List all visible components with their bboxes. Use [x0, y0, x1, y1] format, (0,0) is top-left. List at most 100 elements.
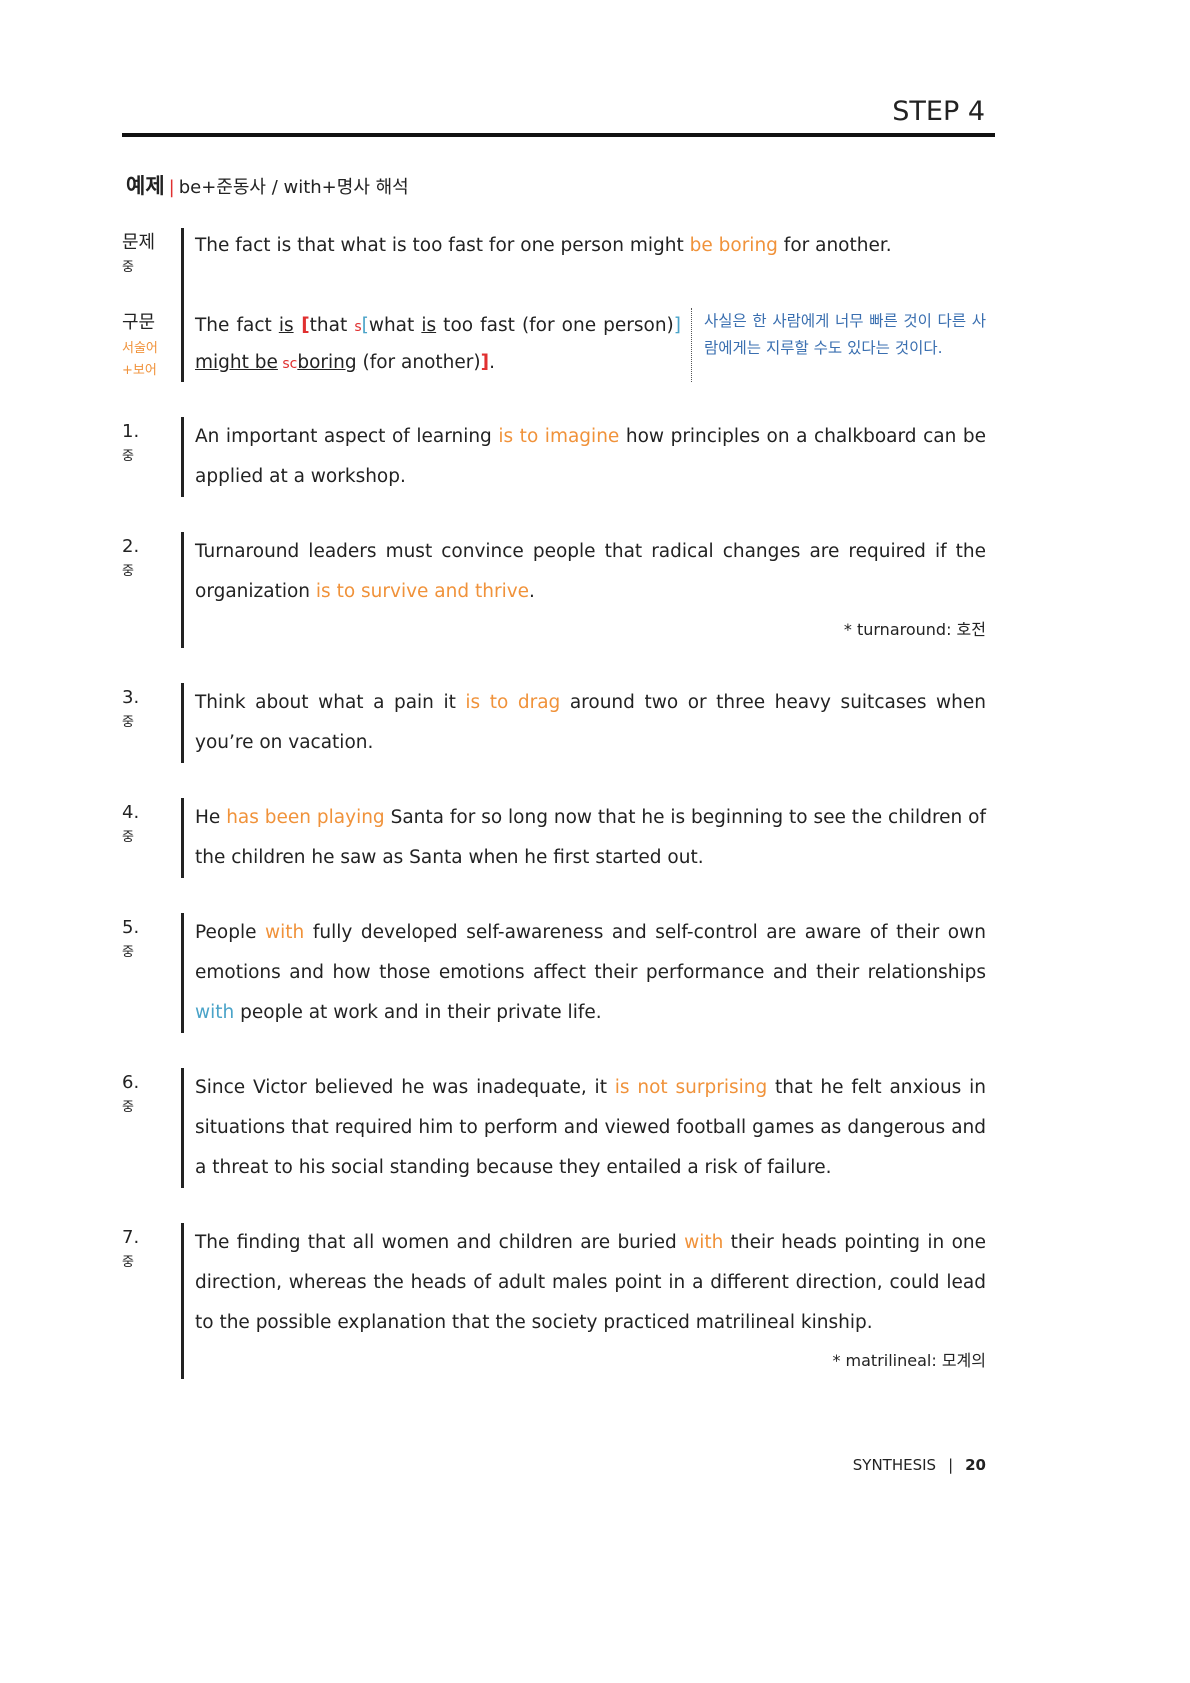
item-sentence: Think about what a pain it is to drag ar…	[195, 683, 986, 763]
example: 문제 중 구문 서술어 +보어 The fact is that what is…	[122, 228, 986, 382]
item-body: Think about what a pain it is to drag ar…	[181, 683, 986, 763]
parse-sentence: The fact is [that s[what is too fast (fo…	[195, 308, 681, 382]
text-segment: An important aspect of learning	[195, 426, 499, 447]
text-segment: fully developed self-awareness and self-…	[195, 922, 986, 983]
text-segment: s	[354, 319, 362, 335]
text-segment: be boring	[689, 235, 778, 256]
text-segment: is to drag	[465, 692, 561, 713]
vocab-note: * matrilineal: 모계의	[832, 1351, 986, 1370]
item-labels: 5. 중	[122, 913, 181, 1033]
exercise-item: 3. 중 Think about what a pain it is to drag…	[122, 683, 986, 763]
text-segment: that	[309, 315, 355, 336]
text-segment: with	[265, 922, 305, 943]
parse-note: 서술어	[122, 341, 158, 356]
exercise-item: 7. 중 The finding that all women and childr…	[122, 1223, 986, 1379]
problem-label: 문제	[122, 232, 156, 253]
item-labels: 7. 중	[122, 1223, 181, 1379]
text-segment: has been playing	[226, 807, 385, 828]
item-sentence: He has been playing Santa for so long no…	[195, 798, 986, 878]
section-bar: |	[168, 177, 175, 198]
item-number: 7.	[122, 1227, 140, 1248]
item-labels: 6. 중	[122, 1068, 181, 1188]
content: 문제 중 구문 서술어 +보어 The fact is that what is…	[122, 228, 986, 1414]
item-labels: 2. 중	[122, 532, 181, 648]
item-body: The finding that all women and children …	[181, 1223, 986, 1379]
item-body: Since Victor believed he was inadequate,…	[181, 1068, 986, 1188]
text-segment: .	[489, 352, 495, 373]
text-segment: ]	[673, 315, 681, 336]
text-segment: (for another)	[356, 352, 481, 373]
item-sentence: Turnaround leaders must convince people …	[195, 532, 986, 612]
footer: SYNTHESIS | 20	[853, 1456, 986, 1474]
item-labels: 3. 중	[122, 683, 181, 763]
text-segment: is	[278, 315, 294, 336]
step-heading: STEP 4	[892, 96, 985, 127]
text-segment: boring	[297, 352, 357, 373]
level: 중	[122, 715, 134, 730]
parse-label: 구문	[122, 312, 156, 333]
section-label: 예제	[126, 174, 165, 198]
item-number: 6.	[122, 1072, 140, 1093]
text-segment: with	[195, 1002, 235, 1023]
text-segment: The fact	[195, 315, 279, 336]
example-body: The fact is that what is too fast for on…	[181, 228, 986, 382]
text-segment: Turnaround leaders must convince people …	[195, 541, 986, 602]
section-heading: 예제 | be+준동사 / with+명사 해석	[126, 170, 409, 200]
item-number: 4.	[122, 802, 140, 823]
problem-sentence: The fact is that what is too fast for on…	[195, 228, 986, 264]
text-segment: with	[684, 1232, 724, 1253]
text-segment: is	[421, 315, 437, 336]
item-number: 5.	[122, 917, 140, 938]
item-body: Turnaround leaders must convince people …	[181, 532, 986, 648]
book-name: SYNTHESIS	[852, 1456, 937, 1474]
item-body: An important aspect of learning is to im…	[181, 417, 986, 497]
text-segment: is to survive and thrive	[315, 581, 530, 602]
item-number: 3.	[122, 687, 140, 708]
item-number: 2.	[122, 536, 140, 557]
text-segment: is not surprising	[614, 1077, 768, 1098]
level: 중	[122, 830, 134, 845]
vocab-note: * turnaround: 호전	[843, 620, 986, 639]
item-sentence: Since Victor believed he was inadequate,…	[195, 1068, 986, 1188]
text-segment: what	[368, 315, 422, 336]
item-labels: 4. 중	[122, 798, 181, 878]
parse-note: +보어	[122, 363, 157, 378]
text-segment: is to imagine	[498, 426, 620, 447]
item-body: He has been playing Santa for so long no…	[181, 798, 986, 878]
text-segment: for another.	[777, 235, 892, 256]
item-sentence: The finding that all women and children …	[195, 1223, 986, 1343]
exercise-item: 2. 중 Turnaround leaders must convince peop…	[122, 532, 986, 648]
text-segment: .	[529, 581, 535, 602]
text-segment: too fast (for one person)	[436, 315, 674, 336]
item-labels: 1. 중	[122, 417, 181, 497]
text-segment: their heads pointing in one direction, w…	[195, 1232, 986, 1333]
item-number: 1.	[122, 421, 140, 442]
exercise-item: 5. 중 People with fully developed self-awar…	[122, 913, 986, 1033]
level: 중	[122, 1100, 134, 1115]
exercise-item: 1. 중 An important aspect of learning is to…	[122, 417, 986, 497]
page-number: 20	[965, 1456, 986, 1474]
text-segment: [	[361, 315, 369, 336]
exercise-item: 4. 중 He has been playing Santa for so long…	[122, 798, 986, 878]
item-sentence: People with fully developed self-awarene…	[195, 913, 986, 1033]
text-segment: how principles on a chalkboard can be ap…	[195, 426, 986, 487]
text-segment: The fact is that what is too fast for on…	[195, 235, 690, 256]
text-segment: People	[195, 922, 266, 943]
text-segment: might be	[195, 352, 278, 373]
text-segment: ]	[480, 352, 490, 373]
item-sentence: An important aspect of learning is to im…	[195, 417, 986, 497]
text-segment: He	[195, 807, 227, 828]
translation: 사실은 한 사람에게 너무 빠른 것이 다른 사람에게는 지루할 수도 있다는 …	[691, 308, 986, 382]
level: 중	[122, 1255, 134, 1270]
text-segment: [	[293, 315, 310, 336]
item-body: People with fully developed self-awarene…	[181, 913, 986, 1033]
level: 중	[122, 449, 134, 464]
level: 중	[122, 260, 134, 275]
text-segment: The finding that all women and children …	[195, 1232, 685, 1253]
text-segment: people at work and in their private life…	[234, 1002, 602, 1023]
parse-block: The fact is [that s[what is too fast (fo…	[195, 308, 986, 382]
text-segment: Santa for so long now that he is beginni…	[195, 807, 986, 868]
text-segment: Since Victor believed he was inadequate,…	[195, 1077, 615, 1098]
level: 중	[122, 945, 134, 960]
text-segment: that he felt anxious in situations that …	[195, 1077, 986, 1178]
